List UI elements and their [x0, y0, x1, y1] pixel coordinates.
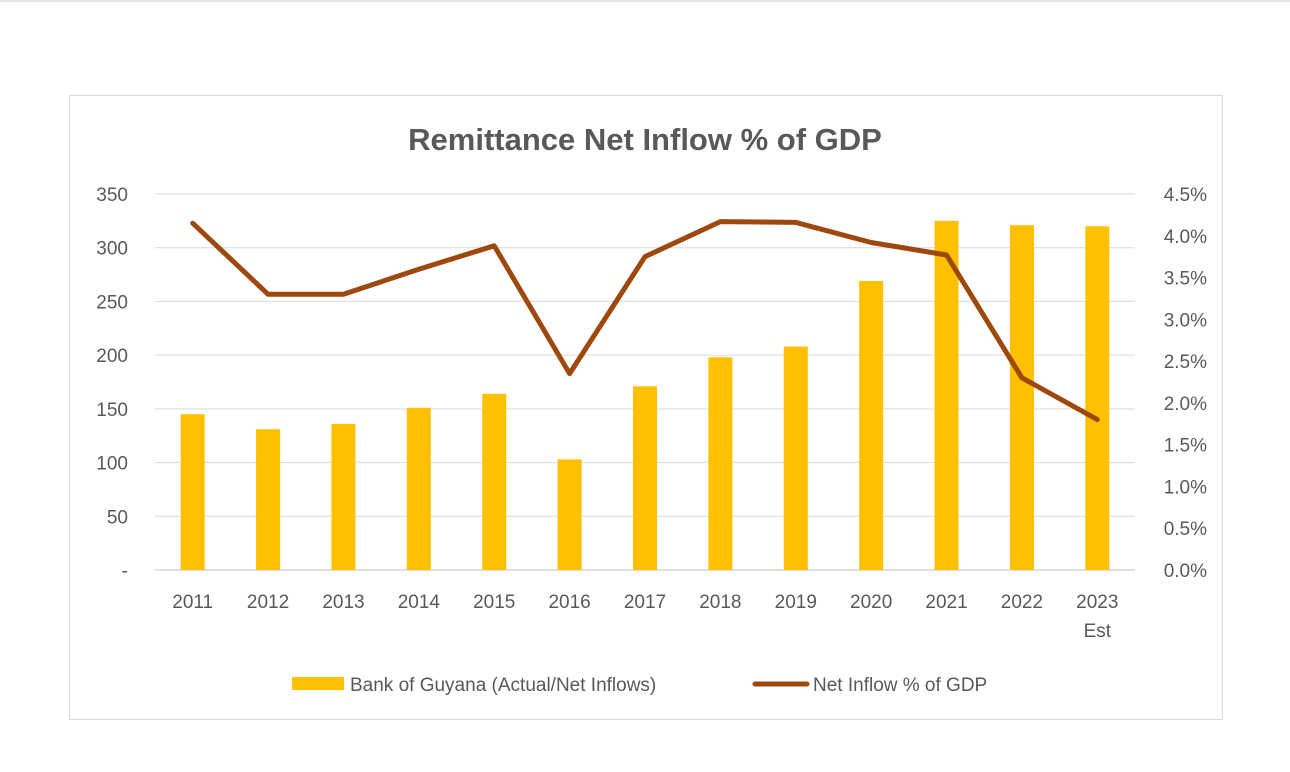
legend-bar-label: Bank of Guyana (Actual/Net Inflows) — [350, 675, 656, 696]
x-tick-label: 2017 — [624, 592, 666, 613]
x-tick-label: 2012 — [247, 592, 289, 613]
x-tick-label: 2021 — [925, 592, 967, 613]
bar — [331, 423, 356, 570]
x-tick-label: 2022 — [1001, 592, 1043, 613]
left-tick-label: 300 — [96, 239, 128, 260]
bar — [708, 357, 733, 570]
top-border-line — [0, 0, 1290, 2]
legend-bar-swatch — [292, 677, 344, 690]
bar-series — [180, 220, 1110, 570]
line-series — [190, 219, 1100, 423]
right-tick-label: 4.5% — [1164, 185, 1207, 206]
bar — [859, 281, 884, 570]
x-tick-sublabel: Est — [1084, 621, 1112, 642]
bar — [256, 429, 281, 570]
x-tick-label: 2014 — [398, 592, 441, 613]
right-tick-label: 3.0% — [1164, 310, 1207, 331]
right-tick-label: 4.0% — [1164, 227, 1207, 248]
bar — [406, 407, 431, 570]
right-tick-label: 2.5% — [1164, 352, 1207, 373]
left-tick-label: - — [122, 561, 128, 582]
right-tick-label: 0.5% — [1164, 519, 1207, 540]
bar — [482, 393, 507, 570]
x-tick-label: 2019 — [775, 592, 817, 613]
x-tick-label: 2013 — [322, 592, 364, 613]
bar — [1009, 225, 1034, 570]
bar — [1085, 226, 1110, 570]
left-tick-label: 150 — [96, 400, 128, 421]
bar — [180, 414, 205, 570]
x-tick-label: 2018 — [699, 592, 741, 613]
bar — [633, 386, 657, 570]
left-y-axis: - 50 100 150 200 250 300 350 — [96, 185, 128, 582]
right-tick-label: 1.0% — [1164, 477, 1207, 498]
legend-line-label: Net Inflow % of GDP — [813, 675, 987, 696]
right-tick-label: 1.5% — [1164, 436, 1207, 457]
right-tick-label: 3.5% — [1164, 269, 1207, 290]
right-y-axis: 0.0% 0.5% 1.0% 1.5% 2.0% 2.5% 3.0% 3.5% 4.0% 4.5% — [1164, 185, 1207, 582]
chart-title: Remittance Net Inflow % of GDP — [408, 122, 882, 157]
left-tick-label: 250 — [96, 292, 128, 313]
bar — [934, 220, 959, 570]
bar — [557, 459, 582, 570]
left-tick-label: 50 — [107, 507, 128, 528]
bar — [783, 346, 808, 570]
x-tick-label: 2020 — [850, 592, 892, 613]
x-tick-label: 2011 — [172, 592, 213, 613]
x-tick-label: 2015 — [473, 592, 515, 613]
right-tick-label: 0.0% — [1164, 561, 1207, 582]
left-tick-label: 100 — [96, 454, 128, 475]
left-tick-label: 350 — [96, 185, 128, 206]
x-tick-label: 2023 — [1076, 592, 1118, 613]
x-axis: 2011 2012 2013 2014 2015 2016 2017 2018 2019 2020… — [172, 592, 1118, 642]
left-tick-label: 200 — [96, 346, 128, 367]
legend: Bank of Guyana (Actual/Net Inflows) Net I… — [292, 675, 987, 696]
x-tick-label: 2016 — [548, 592, 590, 613]
right-tick-label: 2.0% — [1164, 394, 1207, 415]
